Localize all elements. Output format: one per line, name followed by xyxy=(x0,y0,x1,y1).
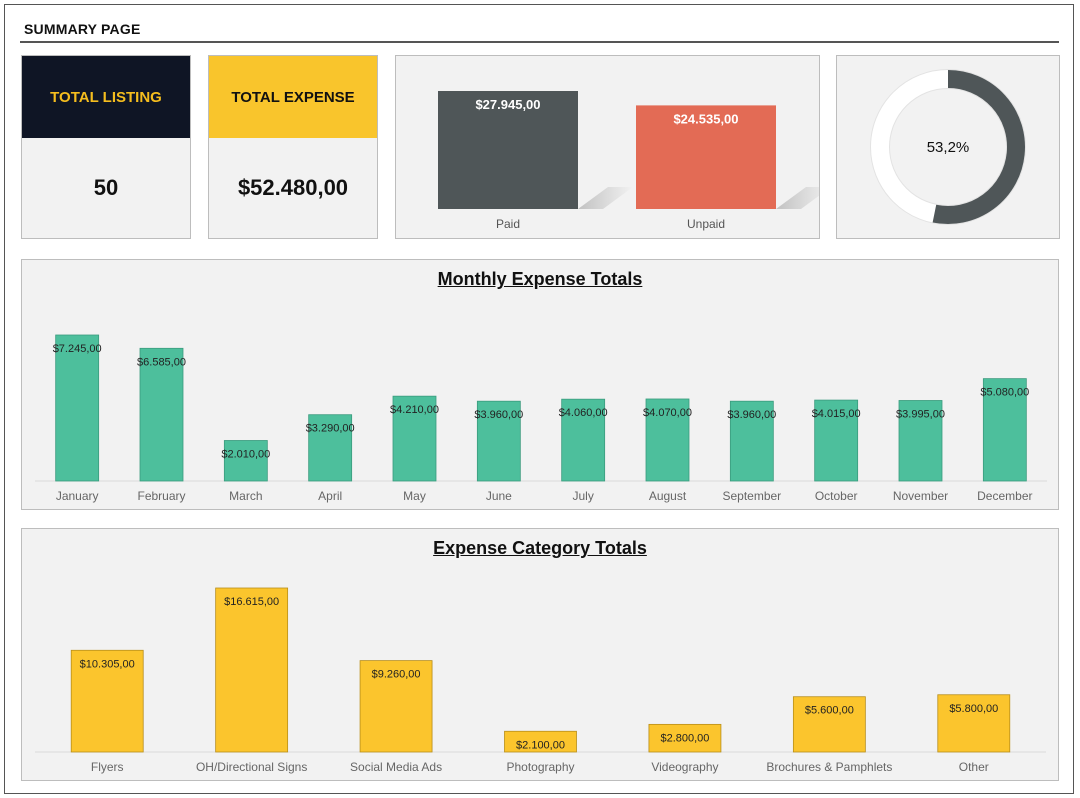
donut-center-label: 53,2% xyxy=(927,139,970,156)
bar xyxy=(392,395,437,482)
total-expense-value: $52.480,00 xyxy=(237,175,349,200)
bar xyxy=(308,414,353,482)
bar-data-label: $3.960,00 xyxy=(727,409,776,421)
x-tick-label: Flyers xyxy=(91,760,124,774)
x-tick-label: OH/Directional Signs xyxy=(196,760,307,774)
x-tick-label: November xyxy=(893,489,948,503)
bar xyxy=(215,587,289,753)
bar-data-label: $27.945,00 xyxy=(475,97,540,112)
donut-paid-segment xyxy=(932,70,1025,224)
x-tick-label: Unpaid xyxy=(687,217,725,231)
x-tick-label: May xyxy=(403,489,426,503)
bar-data-label: $7.245,00 xyxy=(53,343,102,355)
bar xyxy=(223,440,268,482)
monthly-expense-chart: $7.245,00 January $6.585,00 February $2.010,… xyxy=(35,334,1047,503)
bar-data-label: $2.800,00 xyxy=(660,732,709,744)
x-tick-label: August xyxy=(649,489,687,503)
bar xyxy=(55,334,100,482)
category-expense-chart: $10.305,00 Flyers $16.615,00 OH/Directional… xyxy=(35,587,1046,774)
x-tick-label: Brochures & Pamphlets xyxy=(766,760,892,774)
page-frame xyxy=(4,4,1074,794)
bar-shadow xyxy=(776,187,831,209)
bar-data-label: $6.585,00 xyxy=(137,356,186,368)
x-tick-label: Photography xyxy=(506,760,574,774)
paid-ratio-donut-chart: 53,2% xyxy=(870,69,1026,225)
bar-data-label: $4.060,00 xyxy=(559,407,608,419)
bar-data-label: $10.305,00 xyxy=(80,658,135,670)
bar-data-label: $3.960,00 xyxy=(474,409,523,421)
paid-unpaid-chart: $27.945,00 Paid $24.535,00 Unpaid xyxy=(438,91,831,231)
category-chart-card: Expense Category Totals $10.305,00 Flyers… xyxy=(21,528,1059,781)
bar xyxy=(792,696,866,753)
bar-paid xyxy=(438,91,578,209)
bar-data-label: $4.070,00 xyxy=(643,407,692,419)
total-listing-label: TOTAL LISTING xyxy=(22,56,190,138)
page-title: SUMMARY PAGE xyxy=(24,21,141,37)
bar-data-label: $24.535,00 xyxy=(673,111,738,126)
bar xyxy=(504,730,577,753)
bar xyxy=(982,378,1027,482)
bar xyxy=(729,400,774,482)
x-tick-label: September xyxy=(722,489,781,503)
bar-data-label: $5.800,00 xyxy=(949,703,998,715)
title-divider xyxy=(20,41,1059,43)
bar-data-label: $16.615,00 xyxy=(224,596,279,608)
category-chart-title: Expense Category Totals xyxy=(433,538,647,558)
total-listing-card: TOTAL LISTING 50 xyxy=(21,55,191,239)
x-tick-label: July xyxy=(572,489,593,503)
bar-data-label: $2.010,00 xyxy=(221,448,270,460)
paid-unpaid-chart-card: $27.945,00 Paid $24.535,00 Unpaid xyxy=(395,55,831,239)
bar-unpaid xyxy=(636,105,776,209)
x-tick-label: February xyxy=(137,489,185,503)
bar xyxy=(648,723,722,753)
bar xyxy=(70,649,144,753)
x-tick-label: Paid xyxy=(496,217,520,231)
x-tick-label: Other xyxy=(959,760,989,774)
bar xyxy=(814,399,859,482)
x-tick-label: December xyxy=(977,489,1032,503)
bar-shadow xyxy=(578,187,633,209)
total-listing-value: 50 xyxy=(93,175,119,200)
bar-data-label: $5.080,00 xyxy=(980,387,1029,399)
bar-data-label: $3.995,00 xyxy=(896,408,945,420)
total-expense-card: TOTAL EXPENSE $52.480,00 xyxy=(208,55,378,239)
x-tick-label: October xyxy=(815,489,858,503)
bar-data-label: $5.600,00 xyxy=(805,705,854,717)
bar-data-label: $9.260,00 xyxy=(372,669,421,681)
bar xyxy=(561,398,606,482)
monthly-chart-card: Monthly Expense Totals $7.245,00 January $… xyxy=(21,259,1059,510)
bar xyxy=(898,400,943,482)
x-tick-label: March xyxy=(229,489,262,503)
bar-data-label: $3.290,00 xyxy=(306,423,355,435)
total-expense-label: TOTAL EXPENSE xyxy=(209,56,377,138)
bar xyxy=(645,398,690,482)
bar xyxy=(476,400,521,482)
x-tick-label: Social Media Ads xyxy=(350,760,442,774)
paid-ratio-card: 53,2% xyxy=(836,55,1060,239)
monthly-chart-title: Monthly Expense Totals xyxy=(437,269,643,289)
x-tick-label: April xyxy=(318,489,342,503)
x-tick-label: January xyxy=(56,489,99,503)
bar xyxy=(359,660,433,753)
bar-data-label: $2.100,00 xyxy=(516,739,565,751)
x-tick-label: Videography xyxy=(651,760,718,774)
bar xyxy=(937,694,1011,753)
bar-data-label: $4.210,00 xyxy=(390,404,439,416)
bar xyxy=(139,347,184,482)
bar-data-label: $4.015,00 xyxy=(812,408,861,420)
x-tick-label: June xyxy=(486,489,512,503)
